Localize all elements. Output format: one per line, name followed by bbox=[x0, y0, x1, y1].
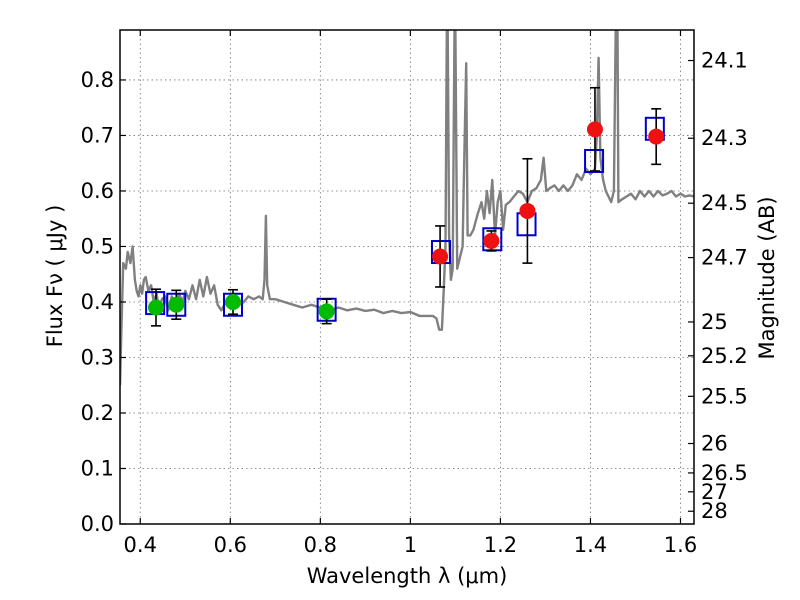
y-tick-label: 0.0 bbox=[81, 512, 114, 536]
right-axis-tick-label: 27 bbox=[701, 480, 728, 504]
y-tick-label: 0.6 bbox=[81, 179, 114, 203]
right-axis-tick-label: 26 bbox=[701, 432, 728, 456]
right-axis-tick-label: 28 bbox=[701, 499, 728, 523]
observed-point bbox=[519, 202, 536, 219]
right-axis-tick-label: 25 bbox=[701, 310, 728, 334]
right-axis-tick-label: 25.5 bbox=[701, 384, 748, 408]
observed-point bbox=[586, 121, 603, 138]
y-tick-label: 0.3 bbox=[81, 345, 114, 369]
right-axis-tick-label: 26.5 bbox=[701, 461, 748, 485]
y-tick-label: 0.2 bbox=[81, 401, 114, 425]
y-tick-label: 0.1 bbox=[81, 456, 114, 480]
observed-point bbox=[168, 296, 185, 313]
x-tick-label: 1.6 bbox=[664, 533, 697, 557]
y-axis-title: Flux Fν ( μJy ) bbox=[43, 205, 67, 348]
x-tick-label: 0.6 bbox=[214, 533, 247, 557]
x-axis-title: Wavelength λ (μm) bbox=[307, 564, 508, 588]
x-tick-label: 1.2 bbox=[484, 533, 517, 557]
x-tick-label: 1 bbox=[404, 533, 417, 557]
observed-point bbox=[483, 232, 500, 249]
plot-frame bbox=[119, 29, 695, 525]
right-axis-tick-label: 24.3 bbox=[701, 126, 748, 150]
y-tick-label: 0.7 bbox=[81, 123, 114, 147]
observed-point bbox=[432, 248, 449, 265]
spectrum-layer bbox=[120, 30, 694, 386]
observed-point bbox=[148, 299, 165, 316]
observed-point bbox=[224, 293, 241, 310]
right-axis-tick-label: 24.5 bbox=[701, 191, 748, 215]
right-axis-tick-label: 25.2 bbox=[701, 344, 748, 368]
axis-ticks: 0.4 0.6 0.8 1 1.2 1.4 1.6 0.0 0.1 0.2 0.3 0.4 0.5 0.6… bbox=[81, 30, 748, 557]
x-tick-label: 0.8 bbox=[304, 533, 337, 557]
x-tick-label: 0.4 bbox=[124, 533, 157, 557]
data-markers bbox=[145, 86, 665, 327]
spectrum-line bbox=[120, 30, 694, 386]
y-tick-label: 0.5 bbox=[81, 234, 114, 258]
x-tick-label: 1.4 bbox=[574, 533, 607, 557]
y-tick-label: 0.4 bbox=[81, 290, 114, 314]
y-right-axis-title: Magnitude (AB) bbox=[755, 196, 779, 359]
grid-lines bbox=[120, 30, 694, 525]
model-photometry-square bbox=[584, 148, 605, 173]
observed-point bbox=[318, 303, 335, 320]
y-tick-label: 0.8 bbox=[81, 68, 114, 92]
observed-point bbox=[648, 128, 665, 145]
right-axis-tick-label: 24.7 bbox=[701, 246, 748, 270]
right-axis-tick-label: 24.1 bbox=[701, 49, 748, 73]
